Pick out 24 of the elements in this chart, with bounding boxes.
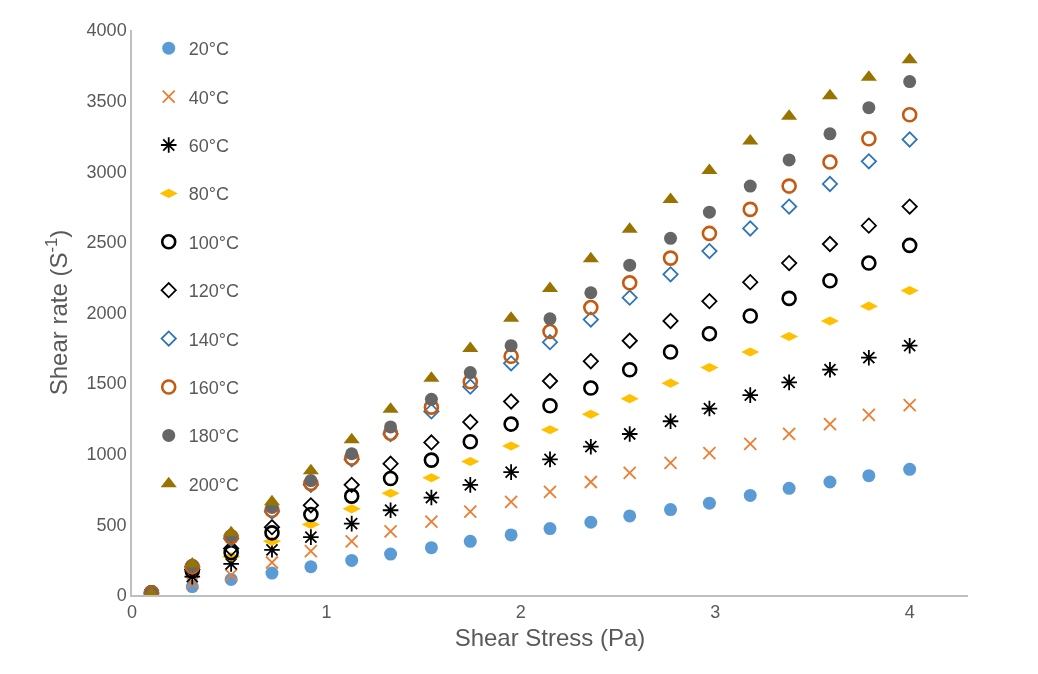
legend-label: 180°C: [188, 426, 239, 447]
x-tick-label: 4: [904, 602, 915, 623]
legend-label: 20°C: [188, 39, 229, 60]
legend-label: 100°C: [188, 232, 239, 253]
y-tick-label: 1500: [86, 373, 127, 394]
y-tick-label: 3000: [86, 161, 127, 182]
y-tick-label: 1000: [86, 444, 127, 465]
y-tick-label: 0: [116, 585, 127, 606]
y-tick-label: 500: [96, 514, 127, 535]
x-tick-label: 2: [515, 602, 526, 623]
y-tick-label: 4000: [86, 20, 127, 41]
legend-label: 120°C: [188, 281, 239, 302]
y-tick-label: 3500: [86, 90, 127, 111]
y-tick-label: 2500: [86, 232, 127, 253]
x-tick-label: 3: [710, 602, 721, 623]
legend-label: 40°C: [188, 87, 229, 108]
legend-label: 200°C: [188, 474, 239, 495]
x-axis-title: Shear Stress (Pa): [454, 624, 646, 652]
legend-label: 60°C: [188, 136, 229, 157]
legend-label: 140°C: [188, 329, 239, 350]
legend-label: 80°C: [188, 184, 229, 205]
y-tick-label: 2000: [86, 302, 127, 323]
legend-label: 160°C: [188, 378, 239, 399]
x-tick-label: 1: [321, 602, 332, 623]
